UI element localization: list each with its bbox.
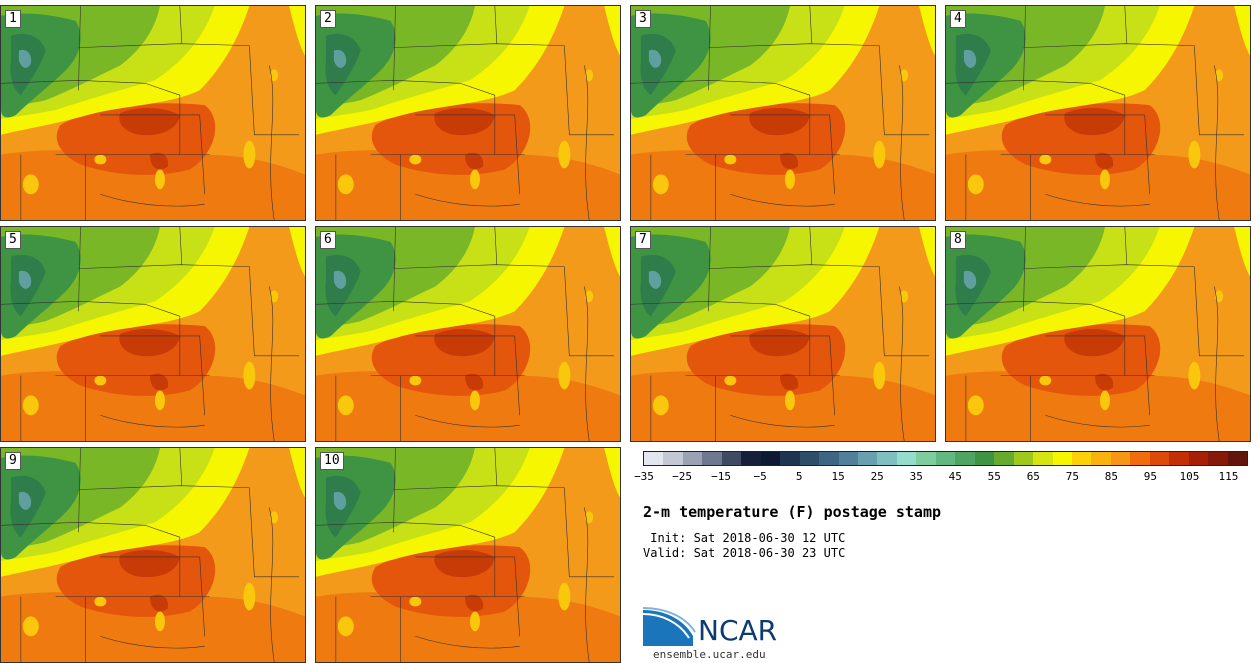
colorbar-swatch	[721, 452, 742, 465]
chart-title: 2-m temperature (F) postage stamp	[643, 503, 942, 521]
stamp-panel-7: 7	[630, 226, 936, 442]
colorbar-swatch	[1052, 452, 1072, 465]
colorbar-swatch	[838, 452, 858, 465]
temperature-map	[631, 227, 935, 441]
colorbar-swatch	[1188, 452, 1209, 465]
member-number: 9	[5, 452, 21, 470]
colorbar-swatch	[780, 452, 800, 465]
colorbar-swatch	[702, 452, 722, 465]
colorbar-swatch	[682, 452, 703, 465]
colorbar-swatch	[760, 452, 781, 465]
temperature-map	[316, 6, 620, 220]
colorbar-swatch	[935, 452, 956, 465]
colorbar-swatch	[955, 452, 975, 465]
colorbar-tick-label: 35	[909, 470, 923, 483]
colorbar-swatch	[994, 452, 1014, 465]
colorbar-swatch	[1208, 452, 1228, 465]
temperature-map	[316, 227, 620, 441]
temperature-map	[1, 6, 305, 220]
temperature-map	[946, 6, 1250, 220]
colorbar-swatch	[877, 452, 897, 465]
member-number: 8	[950, 231, 966, 249]
member-number: 3	[635, 10, 651, 28]
colorbar-swatch	[1110, 452, 1131, 465]
member-number: 1	[5, 10, 21, 28]
stamp-panel-5: 5	[0, 226, 306, 442]
stamp-panel-6: 6	[315, 226, 621, 442]
colorbar-swatch	[974, 452, 995, 465]
stamp-panel-9: 9	[0, 447, 306, 663]
stamp-panel-2: 2	[315, 5, 621, 221]
temperature-colorbar	[643, 451, 1248, 466]
site-url: ensemble.ucar.edu	[653, 648, 766, 661]
colorbar-tick-label: 55	[987, 470, 1001, 483]
stamp-panel-1: 1	[0, 5, 306, 221]
colorbar-swatch	[896, 452, 917, 465]
colorbar-tick-label: 5	[795, 470, 803, 483]
member-number: 4	[950, 10, 966, 28]
colorbar-tick-label: 115	[1218, 470, 1239, 483]
colorbar-swatch	[1130, 452, 1150, 465]
colorbar-tick-label: −15	[711, 470, 731, 483]
colorbar-tick-label: −25	[672, 470, 692, 483]
member-number: 2	[320, 10, 336, 28]
colorbar-tick-label: −35	[634, 470, 654, 483]
colorbar-tick-labels: −35 −25 −15 −5 5 15 25 35 45 55 65 75 85 95 105 115	[634, 470, 1248, 484]
colorbar-tick-label: 95	[1143, 470, 1158, 483]
temperature-map	[946, 227, 1250, 441]
colorbar-tick-label: 65	[1026, 470, 1040, 483]
colorbar-swatch	[741, 452, 761, 465]
colorbar-swatch	[916, 452, 936, 465]
colorbar-tick-label: 25	[870, 470, 884, 483]
colorbar-tick-label: 15	[831, 470, 845, 483]
ncar-logo	[643, 607, 696, 646]
stamp-panel-8: 8	[945, 226, 1251, 442]
stamp-panel-4: 4	[945, 5, 1251, 221]
colorbar-swatch	[1091, 452, 1111, 465]
member-number: 7	[635, 231, 651, 249]
colorbar-tick-label: 105	[1179, 470, 1200, 483]
colorbar-swatch	[1149, 452, 1170, 465]
colorbar-swatch	[1071, 452, 1092, 465]
colorbar-swatch	[799, 452, 820, 465]
colorbar-swatch	[1033, 452, 1053, 465]
temperature-map	[1, 448, 305, 662]
valid-time: Valid: Sat 2018-06-30 23 UTC	[643, 546, 846, 560]
stamp-panel-10: 10	[315, 447, 621, 663]
colorbar-tick-label: 75	[1065, 470, 1079, 483]
stamp-panel-3: 3	[630, 5, 936, 221]
colorbar-swatch	[663, 452, 683, 465]
colorbar-tick-label: −5	[753, 470, 767, 483]
temperature-map	[316, 448, 620, 662]
colorbar-swatch	[819, 452, 839, 465]
temperature-map	[631, 6, 935, 220]
colorbar-swatch	[1227, 452, 1248, 465]
colorbar-tick-label: 85	[1104, 470, 1118, 483]
colorbar-swatch	[1169, 452, 1189, 465]
temperature-map	[1, 227, 305, 441]
member-number: 10	[320, 452, 344, 470]
colorbar-swatch	[644, 452, 664, 465]
init-time: Init: Sat 2018-06-30 12 UTC	[643, 531, 846, 545]
member-number: 5	[5, 231, 21, 249]
colorbar-swatch	[857, 452, 878, 465]
ncar-logo-text: NCAR	[698, 614, 778, 647]
colorbar-swatch	[1013, 452, 1034, 465]
colorbar-tick-label: 45	[948, 470, 962, 483]
member-number: 6	[320, 231, 336, 249]
